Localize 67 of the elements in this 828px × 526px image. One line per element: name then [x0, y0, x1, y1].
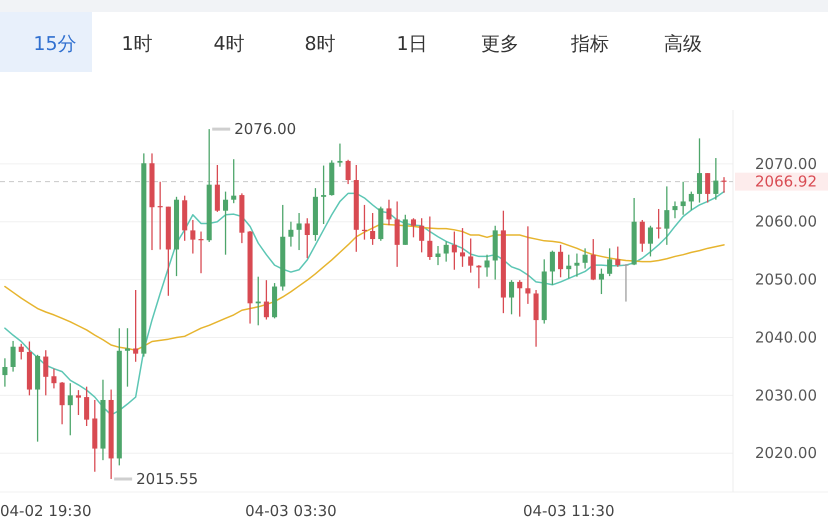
- annotation: 2076.00: [234, 120, 296, 138]
- candlestick: [223, 190, 228, 256]
- candlestick: [582, 248, 588, 270]
- candlestick: [435, 245, 441, 266]
- candlestick: [607, 248, 612, 277]
- candlestick: [84, 386, 90, 427]
- candlestick: [133, 289, 138, 362]
- candlestick: [517, 280, 522, 318]
- candlestick: [10, 340, 16, 372]
- y-tick-label: 2070.00: [754, 154, 818, 173]
- candlestick: [68, 382, 73, 436]
- candlestick: [264, 280, 269, 320]
- x-tick-label: 04-02 19:30: [0, 502, 92, 520]
- annotation: 2015.55: [136, 470, 198, 488]
- x-tick-label: 04-03 11:30: [522, 502, 615, 520]
- candlestick: [476, 264, 482, 289]
- candlestick: [566, 254, 572, 280]
- candlestick: [410, 218, 416, 238]
- candlestick: [124, 328, 130, 388]
- candlestick: [688, 190, 694, 211]
- candlestick: [43, 350, 48, 396]
- candlestick: [550, 250, 555, 286]
- candlestick: [640, 219, 645, 252]
- candlestick: [713, 157, 718, 200]
- y-tick-label: 2050.00: [754, 270, 818, 289]
- x-tick-label: 04-03 03:30: [245, 502, 337, 520]
- candlestick: [525, 226, 530, 305]
- candlestick: [419, 218, 424, 254]
- candlestick: [509, 280, 514, 315]
- candlestick: [198, 230, 204, 274]
- ref-line-label: 2066.92: [754, 172, 818, 191]
- y-tick-label: 2040.00: [754, 328, 818, 346]
- candlestick: [2, 358, 8, 388]
- candlestick: [370, 212, 376, 246]
- tabs: 15分 1时 4时 8时 1日 更多 指标 高级: [0, 12, 702, 72]
- candlestick: [51, 368, 56, 390]
- y-tick-label: 2030.00: [754, 386, 818, 404]
- candlestick: [190, 219, 196, 254]
- candlestick: [484, 254, 490, 278]
- candlestick: [444, 240, 449, 262]
- candlestick: [672, 200, 678, 219]
- candlestick: [296, 212, 302, 251]
- candlestick: [321, 164, 326, 225]
- candlestick: [460, 227, 466, 268]
- candlestick: [60, 381, 65, 425]
- candlestick: [158, 181, 163, 250]
- candlestick: [288, 221, 294, 248]
- candlestick: [696, 138, 702, 204]
- candlestick: [648, 225, 653, 258]
- candlestick: [598, 268, 604, 295]
- candlestick: [680, 181, 686, 216]
- candlestick: [468, 238, 474, 274]
- candlestick: [427, 216, 432, 261]
- candlestick: [256, 276, 261, 326]
- candlestick: [615, 246, 620, 268]
- candlestick: [664, 186, 670, 246]
- candlestick: [452, 230, 457, 270]
- candlestick: [304, 218, 310, 259]
- candlestick: [18, 343, 24, 360]
- candlestick: [558, 244, 564, 278]
- candlestick: [705, 172, 710, 204]
- candlestick: [231, 158, 236, 204]
- candlestick: [721, 176, 727, 194]
- candlestick: [346, 159, 351, 185]
- candlestick: [386, 199, 392, 226]
- y-tick-label: 2020.00: [754, 444, 818, 462]
- y-tick-label: 2060.00: [754, 212, 818, 231]
